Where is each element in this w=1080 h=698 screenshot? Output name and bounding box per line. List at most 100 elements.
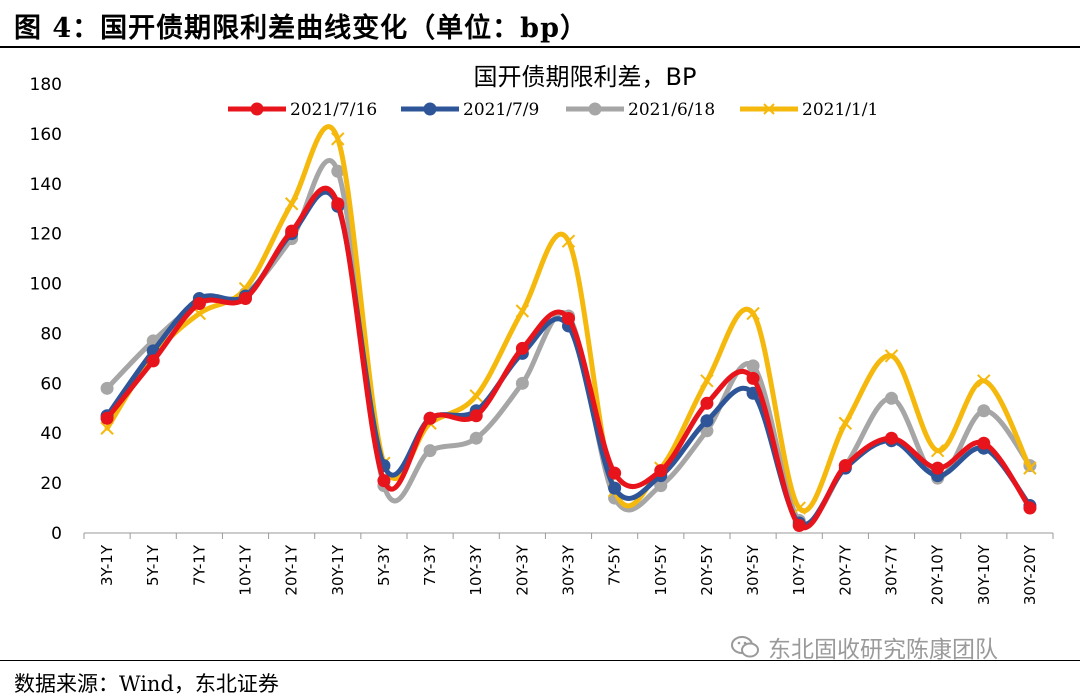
data-point — [377, 474, 391, 488]
data-point — [192, 297, 206, 311]
data-point — [608, 481, 622, 495]
data-point — [746, 371, 760, 385]
x-tick-label: 7Y-3Y — [421, 544, 439, 586]
wechat-icon — [731, 636, 759, 658]
axes: 0 20 40 60 80 100 120 140 160 180 3Y-1Y 5Y-1Y 7Y-1Y 1… — [30, 75, 1054, 605]
data-point — [331, 197, 345, 211]
y-tick-label: 40 — [40, 424, 62, 444]
x-tick-label: 20Y-7Y — [836, 544, 854, 595]
x-tick-label: 10Y-5Y — [652, 544, 670, 595]
x-tick-label: 5Y-3Y — [375, 544, 393, 586]
x-tick-label: 20Y-10Y — [929, 544, 947, 605]
data-point — [469, 389, 483, 403]
data-point — [469, 409, 483, 423]
y-tick-label: 140 — [30, 175, 62, 195]
y-tick-label: 0 — [51, 524, 62, 544]
data-point — [331, 164, 345, 178]
series-layer — [100, 124, 1037, 533]
data-point — [515, 376, 529, 390]
data-point-stroke — [746, 306, 760, 321]
legend-item: 2021/7/9 — [401, 100, 539, 120]
data-point — [884, 349, 899, 363]
data-point — [885, 391, 898, 405]
data-point — [838, 416, 853, 430]
data-point-stroke — [700, 374, 714, 388]
data-point — [930, 443, 945, 458]
data-point — [146, 354, 160, 368]
series-2021/7/16 — [100, 185, 1037, 533]
x-tick-label: 10Y-1Y — [237, 544, 255, 595]
x-tick-label: 10Y-3Y — [467, 544, 485, 595]
data-point-stroke — [977, 374, 991, 388]
data-point — [239, 292, 252, 306]
legend-item: 2021/1/1 — [740, 100, 878, 120]
data-point-stroke — [792, 501, 806, 515]
data-point-stroke — [284, 197, 299, 211]
data-point — [608, 466, 622, 480]
data-point — [1023, 461, 1037, 475]
legend-label: 2021/1/1 — [802, 100, 878, 120]
legend-item: 2021/6/18 — [566, 100, 715, 120]
x-tick-label: 7Y-1Y — [190, 544, 208, 586]
data-point-stroke — [192, 306, 207, 321]
x-tick-label: 30Y-10Y — [975, 544, 993, 605]
legend-item: 2021/7/16 — [228, 100, 377, 120]
watermark: 东北固收研究陈康团队 — [730, 630, 998, 664]
data-point-stroke — [884, 349, 899, 363]
data-point — [977, 404, 991, 418]
chart-title: 国开债期限利差，BP — [474, 63, 697, 91]
data-point — [1023, 501, 1037, 515]
y-tick-label: 160 — [30, 125, 62, 145]
x-tick-label: 30Y-5Y — [744, 544, 762, 595]
data-point — [423, 411, 437, 425]
x-tick-label: 30Y-1Y — [329, 544, 347, 595]
data-point — [100, 421, 114, 435]
data-point — [562, 311, 575, 325]
data-point — [700, 396, 714, 410]
legend-label: 2021/7/9 — [463, 100, 539, 120]
data-point — [885, 431, 898, 445]
data-point-stroke — [561, 234, 576, 248]
x-tick-label: 20Y-1Y — [283, 544, 301, 595]
legend-marker — [763, 103, 775, 115]
y-tick-label: 20 — [40, 474, 62, 494]
data-point — [423, 444, 437, 458]
data-point-stroke — [1023, 461, 1037, 475]
data-point — [700, 374, 714, 388]
top-rule — [0, 46, 1080, 48]
data-point — [977, 374, 991, 388]
x-tick-label: 3Y-1Y — [98, 544, 116, 586]
data-point — [977, 436, 991, 450]
legend-marker — [250, 102, 264, 116]
data-point — [792, 519, 806, 533]
y-tick-label: 120 — [30, 225, 62, 245]
data-point — [654, 479, 668, 493]
data-point — [515, 341, 529, 355]
data-point-stroke — [930, 443, 945, 458]
chart: 国开债期限利差，BP 2021/7/16 2021/7/9 2021/6/18 202… — [30, 63, 1054, 605]
data-point — [285, 224, 299, 238]
x-tick-label: 10Y-7Y — [790, 544, 808, 595]
bottom-rule — [0, 660, 1080, 661]
y-tick-label: 60 — [40, 374, 62, 394]
y-tick-label: 80 — [40, 324, 62, 344]
data-point — [931, 461, 945, 475]
watermark-text: 东北固收研究陈康团队 — [768, 637, 998, 663]
x-tick-label: 5Y-1Y — [144, 544, 162, 586]
x-tick-label: 20Y-5Y — [698, 544, 716, 595]
x-tick-label: 30Y-3Y — [560, 544, 578, 595]
series-line — [104, 185, 1033, 531]
data-point — [284, 197, 299, 211]
source-note: 数据来源：Wind，东北证券 — [14, 672, 279, 696]
data-point-stroke — [100, 421, 114, 435]
legend-marker — [423, 102, 437, 116]
y-tick-label: 100 — [30, 275, 62, 295]
legend-label: 2021/6/18 — [628, 100, 715, 120]
data-point — [515, 304, 530, 318]
legend-marker — [588, 102, 602, 116]
data-point — [561, 234, 576, 248]
x-tick-label: 20Y-3Y — [513, 544, 531, 595]
data-point — [100, 381, 114, 395]
figure-title: 图 4：国开债期限利差曲线变化（单位：bp） — [14, 13, 588, 44]
data-point — [746, 359, 760, 373]
